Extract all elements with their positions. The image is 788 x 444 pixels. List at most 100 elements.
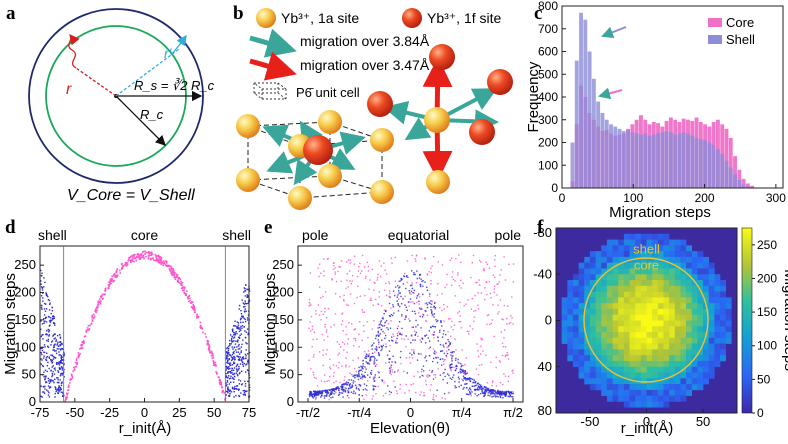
heatmap-cell [686, 314, 693, 321]
core-point [474, 294, 476, 297]
core-point [405, 383, 407, 386]
core-point [354, 328, 357, 330]
shell-point [371, 348, 373, 350]
heatmap-cell [601, 378, 608, 385]
shell-point [357, 388, 360, 390]
shell-point [509, 391, 511, 394]
heatmap-cell [606, 280, 613, 287]
shell-point [244, 337, 247, 339]
shell-point [44, 346, 46, 348]
shell-point [425, 310, 427, 312]
core-point [394, 280, 397, 282]
shell-point [237, 369, 240, 371]
yb-1a-atom [288, 186, 312, 210]
shell-point [43, 277, 45, 279]
shell-point [355, 387, 358, 390]
r-dashed [75, 67, 117, 97]
core-point [110, 282, 112, 285]
shell-point [504, 393, 507, 396]
core-point [88, 328, 91, 330]
heatmap-cell [663, 326, 670, 333]
shell-point [40, 385, 42, 387]
heatmap-cell [669, 303, 676, 310]
core-point [480, 261, 482, 263]
core-point [154, 259, 156, 262]
shell-point [414, 339, 416, 341]
core-point [480, 292, 483, 294]
shell-point [241, 315, 244, 317]
shell-point [231, 330, 234, 333]
shell-point [396, 334, 399, 337]
core-point [364, 294, 366, 297]
shell-point [229, 377, 232, 379]
shell-point [241, 343, 243, 346]
colorbar-tick-label: 150 [757, 305, 777, 319]
heatmap-cell [697, 251, 704, 258]
shell-point [333, 388, 335, 391]
core-point [503, 256, 505, 258]
core-point [365, 394, 368, 396]
shell-point [247, 380, 249, 383]
shell-point [229, 334, 232, 336]
core-point [399, 332, 402, 334]
core-point [81, 347, 84, 349]
core-point [312, 356, 315, 358]
core-point [498, 281, 500, 283]
core-point [424, 258, 426, 260]
shell-point [234, 358, 236, 361]
core-point [437, 282, 439, 285]
shell-point [229, 367, 231, 370]
shell-point [340, 385, 342, 388]
heatmap-cell [674, 303, 681, 310]
heatmap-cell [691, 360, 698, 368]
core-point [363, 266, 366, 268]
core-point [507, 358, 510, 360]
shell-point [419, 315, 421, 318]
shell-point [507, 395, 509, 398]
heatmap-cell [640, 274, 647, 281]
heatmap-cell [657, 285, 664, 292]
heatmap-cell [657, 378, 664, 385]
core-point [454, 280, 456, 282]
core-point [449, 318, 451, 320]
shell-point [239, 363, 242, 365]
shell-point [48, 356, 50, 358]
core-point [447, 346, 449, 348]
shell-point [359, 375, 361, 378]
core-point [383, 309, 385, 311]
core-point [184, 294, 187, 296]
legend-short-label: migration over 3.84Å [300, 33, 430, 49]
heatmap-cell [663, 256, 670, 263]
core-point [326, 329, 328, 331]
heatmap-cell [680, 343, 687, 350]
core-point [395, 390, 398, 392]
core-point [510, 315, 512, 317]
shell-point [230, 339, 233, 341]
shell-point [235, 340, 237, 342]
y-tick-label: 100 [272, 339, 294, 354]
heatmap-cell [646, 372, 653, 379]
shell-point [233, 372, 236, 375]
shell-point [446, 352, 449, 355]
heatmap-cell [623, 314, 630, 321]
heatmap-cell [669, 395, 676, 402]
heatmap-cell [572, 291, 579, 298]
core-point [428, 369, 431, 371]
heatmap-cell [572, 320, 579, 327]
shell-point [474, 385, 476, 387]
heatmap-cell [640, 245, 647, 252]
shell-point [56, 348, 59, 350]
heatmap-cell [657, 297, 664, 304]
shell-point [236, 321, 239, 323]
shell-point [333, 393, 335, 395]
shell-point [55, 362, 58, 364]
core-point [424, 320, 427, 322]
core-point [422, 394, 425, 397]
shell-point [366, 389, 368, 391]
shell-point [61, 356, 63, 359]
heatmap-cell [657, 291, 664, 298]
shell-point [512, 396, 514, 398]
heatmap-cell [601, 389, 608, 396]
heatmap-cell [612, 297, 619, 304]
shell-point [457, 371, 460, 374]
